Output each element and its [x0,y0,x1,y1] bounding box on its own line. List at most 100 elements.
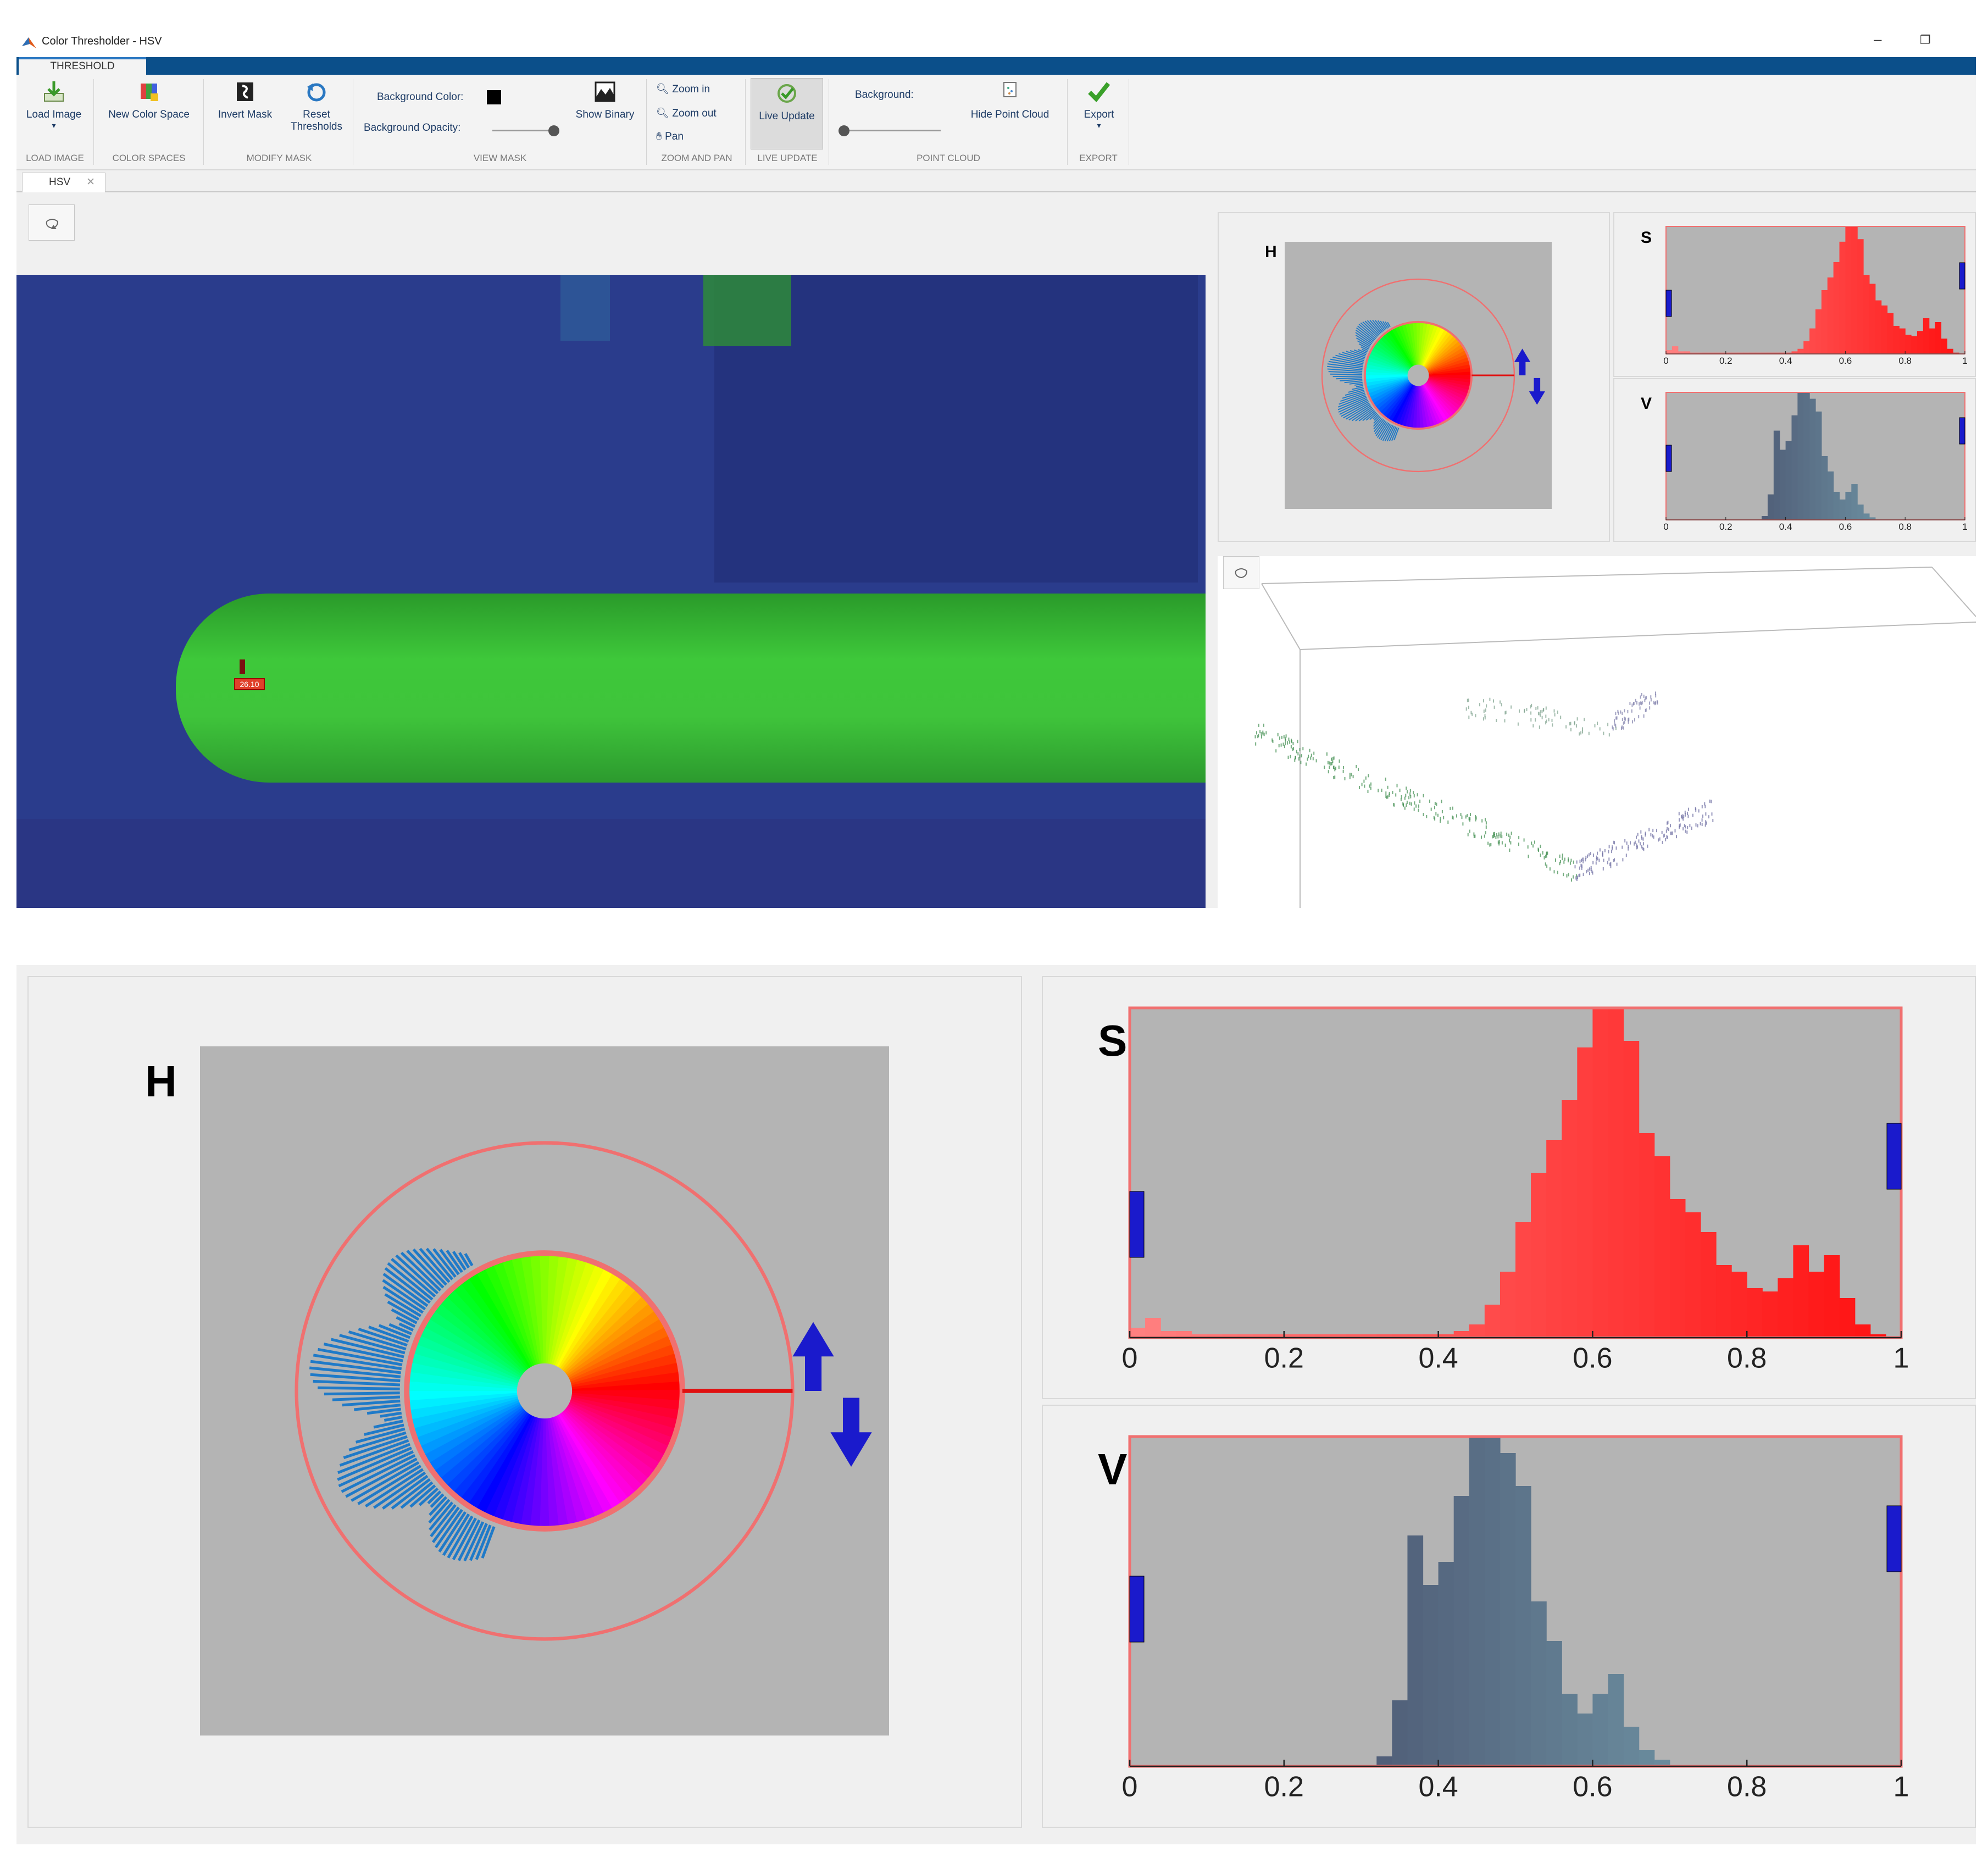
point-cloud-view[interactable] [1218,556,1976,908]
reset-thresholds-label-1: Reset [303,109,330,120]
hue-wheel[interactable] [200,1046,889,1736]
point-cloud-point [1638,715,1640,719]
point-cloud-point [1500,700,1501,704]
image-view[interactable]: 26.10 [16,275,1206,908]
point-cloud-point [1462,822,1464,826]
point-cloud-point [1676,835,1677,839]
point-cloud-point [1622,845,1623,849]
separator [93,79,94,165]
histogram-bar [1438,1562,1454,1766]
point-cloud-point [1643,847,1645,851]
point-cloud-point [1582,873,1584,876]
hue-frequency-tick [365,1468,424,1507]
point-cloud-point [1328,770,1329,774]
hue-frequency-tick [1332,356,1364,364]
live-update-label: Live Update [759,110,815,122]
point-cloud-point [1330,762,1332,766]
point-cloud-point [1281,735,1282,739]
opacity-slider-thumb[interactable] [548,125,559,136]
wheel-hole [517,1363,573,1419]
histogram-bar [1592,1008,1609,1338]
color-wheel-segment [511,1391,545,1527]
zoom-in-button[interactable]: 🔍︎ Zoom in [656,82,710,96]
point-cloud-point [1530,718,1532,722]
point-cloud-point [1324,766,1325,769]
rotate-button[interactable] [29,204,75,241]
zoom-out-button[interactable]: 🔍︎ Zoom out [656,107,717,120]
point-cloud-point [1685,813,1686,817]
live-update-button[interactable]: Live Update [751,78,823,149]
point-cloud-point [1687,812,1689,816]
new-color-space-button[interactable]: New Color Space [99,79,199,121]
hue-handle-up-arrow-icon [1514,348,1531,375]
background-region [560,275,610,341]
restore-button[interactable]: ❐ [1920,33,1931,47]
hide-point-cloud-button[interactable]: Hide Point Cloud [958,79,1062,121]
pan-button[interactable]: ✋︎ Pan [656,131,684,143]
background-color-swatch[interactable] [487,90,501,104]
point-cloud-point [1616,716,1618,720]
hue-frequency-tick [384,1267,431,1304]
point-cloud-point [1530,711,1532,715]
point-cloud-point [1663,834,1665,838]
point-cloud-point [1469,829,1470,833]
histogram-bar [1392,1334,1408,1338]
show-binary-button[interactable]: Show Binary [568,79,642,121]
rotate-button-point-cloud[interactable] [1223,556,1259,589]
histogram-bar [1592,1694,1609,1766]
hue-frequency-tick [1362,321,1379,337]
point-cloud-point [1310,753,1312,757]
tab-threshold[interactable]: THRESHOLD [19,57,146,75]
point-cloud-point [1415,804,1417,808]
background-slider-thumb[interactable] [838,125,849,136]
histogram-bar [1827,277,1834,354]
histogram-bar [1824,1255,1840,1338]
color-wheel-segment [1377,375,1418,413]
point-cloud-point [1290,755,1291,758]
point-cloud-point [1485,825,1487,829]
point-cloud-point [1418,804,1419,808]
point-cloud-point [1471,712,1473,716]
point-cloud-point [1667,820,1669,824]
color-wheel-segment [1365,364,1418,375]
histogram-bar [1767,352,1774,354]
pixel-info-tag[interactable]: 26.10 [234,678,265,690]
point-cloud-point [1498,840,1500,844]
v-histogram[interactable]: 0 0.2 0.4 0.6 0.8 1 [1043,1406,1977,1829]
invert-mask-button[interactable]: Invert Mask [209,79,281,121]
background-slider-track[interactable] [842,130,941,131]
export-button[interactable]: Export ▾ [1073,79,1125,130]
load-image-button[interactable]: Load Image ▾ [19,79,89,130]
color-wheel-segment [1373,375,1418,407]
reset-thresholds-button[interactable]: Reset Thresholds [286,79,347,133]
point-cloud-point [1539,725,1540,729]
hue-frequency-tick [452,1517,477,1561]
tab-hsv[interactable]: HSV ✕ [22,173,105,192]
minimize-button[interactable]: – [1874,31,1882,47]
point-cloud-point [1598,858,1600,862]
close-tab-icon[interactable]: ✕ [86,176,95,188]
point-cloud-point [1339,759,1340,763]
s-histogram-small[interactable]: 0 0.2 0.4 0.6 0.8 1 [1614,213,1976,378]
point-cloud-point [1475,816,1477,820]
hue-frequency-tick [1341,401,1369,417]
histogram-bar [1654,1156,1670,1338]
point-cloud-point [1642,846,1643,850]
v-histogram-small[interactable]: 0 0.2 0.4 0.6 0.8 1 [1614,379,1976,543]
color-wheel-segment [545,1288,644,1391]
point-cloud-point [1659,837,1661,841]
histogram-bar [1839,499,1846,520]
hue-frequency-tick [1373,417,1382,427]
s-histogram[interactable]: 0 0.2 0.4 0.6 0.8 1 [1043,977,1977,1400]
x-tick-label: 0.6 [1839,522,1852,532]
opacity-slider-track[interactable] [492,130,558,131]
hue-frequency-tick [337,1443,411,1474]
color-wheel-segment [483,1263,545,1391]
hue-wheel-small[interactable] [1285,242,1556,509]
x-tick-label: 0.4 [1418,1343,1458,1374]
point-cloud-point [1568,873,1569,877]
point-cloud-point [1564,857,1565,861]
reset-icon [307,83,326,102]
histogram-bar [1917,331,1924,354]
point-cloud-point [1661,830,1663,834]
